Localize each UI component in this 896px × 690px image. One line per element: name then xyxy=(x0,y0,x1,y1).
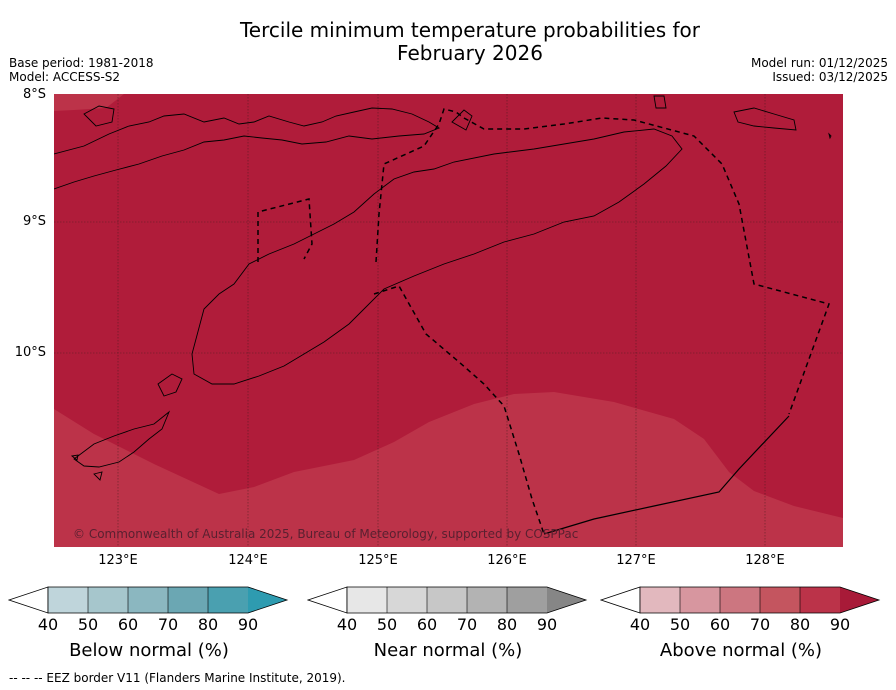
below-max-arrow xyxy=(248,587,287,613)
near-bin-80-90 xyxy=(507,587,547,613)
lat-label-8s: 8°S xyxy=(22,87,46,102)
near-min-arrow xyxy=(307,586,348,614)
below-tick: 50 xyxy=(77,615,99,634)
eez-timor-leste-north xyxy=(375,108,830,415)
chart-title: Tercile minimum temperature probabilitie… xyxy=(150,19,790,65)
near-tick: 60 xyxy=(416,615,438,634)
near-normal-label: Near normal (%) xyxy=(373,640,523,661)
lat-label-10s: 10°S xyxy=(14,345,46,360)
eez-oecusse xyxy=(257,198,313,262)
below-tick: 80 xyxy=(197,615,219,634)
above-tick: 80 xyxy=(789,615,811,634)
lon-label-125e: 125°E xyxy=(358,553,398,568)
wetar-island xyxy=(451,109,473,131)
below-bin-40-50 xyxy=(48,587,88,613)
colorbar-above xyxy=(600,586,881,614)
near-tick: 40 xyxy=(336,615,358,634)
meta-left: Base period: 1981-2018 Model: ACCESS-S2 xyxy=(9,56,154,84)
above-bin-40-50 xyxy=(640,587,680,613)
lon-label-123e: 123°E xyxy=(98,553,138,568)
below-tick: 40 xyxy=(37,615,59,634)
above-bin-80-90 xyxy=(800,587,840,613)
near-tick: 80 xyxy=(496,615,518,634)
near-bin-70-80 xyxy=(467,587,507,613)
timor-island xyxy=(191,128,683,385)
below-bin-70-80 xyxy=(168,587,208,613)
maritime-boundary-solid xyxy=(543,415,790,535)
above-tick: 60 xyxy=(709,615,731,634)
land-outlines xyxy=(54,95,832,481)
below-tick: 70 xyxy=(157,615,179,634)
probability-map xyxy=(54,94,843,547)
above-max-arrow xyxy=(840,587,879,613)
eez-timor-south xyxy=(373,285,545,535)
small-isle-1 xyxy=(93,471,103,481)
pantar-island xyxy=(83,105,115,127)
small-isle-2 xyxy=(70,454,79,461)
below-bin-60-70 xyxy=(128,587,168,613)
below-bin-80-90 xyxy=(208,587,248,613)
below-tick: 90 xyxy=(237,615,259,634)
above-normal-label: Above normal (%) xyxy=(659,640,823,661)
near-tick: 70 xyxy=(456,615,478,634)
kisar-island xyxy=(653,95,667,109)
above-bin-60-70 xyxy=(720,587,760,613)
above-tick: 90 xyxy=(829,615,851,634)
near-bin-50-60 xyxy=(387,587,427,613)
title-line-1: Tercile minimum temperature probabilitie… xyxy=(239,18,701,42)
lon-label-127e: 127°E xyxy=(616,553,656,568)
issued-date: Issued: 03/12/2025 xyxy=(772,70,888,84)
above-bin-70-80 xyxy=(760,587,800,613)
near-tick: 50 xyxy=(376,615,398,634)
below-normal-label: Below normal (%) xyxy=(69,640,229,661)
small-isle-3 xyxy=(828,132,832,140)
colorbar-near xyxy=(307,586,588,614)
below-bin-50-60 xyxy=(88,587,128,613)
leti-islands xyxy=(733,107,797,131)
eez-borders xyxy=(257,108,830,535)
flores-alor-chain xyxy=(54,107,441,190)
eez-footer-note: -- -- -- EEZ border V11 (Flanders Marine… xyxy=(9,671,346,685)
near-bin-40-50 xyxy=(347,587,387,613)
colorbar-below xyxy=(8,586,289,614)
below-min-arrow xyxy=(8,586,49,614)
copyright-notice: © Commonwealth of Australia 2025, Bureau… xyxy=(73,527,579,541)
near-tick: 90 xyxy=(536,615,558,634)
base-period: Base period: 1981-2018 xyxy=(9,56,154,70)
title-line-2: February 2026 xyxy=(397,41,543,65)
above-bin-50-60 xyxy=(680,587,720,613)
below-tick: 60 xyxy=(117,615,139,634)
model-run: Model run: 01/12/2025 xyxy=(750,56,888,70)
meta-right: Model run: 01/12/2025 Issued: 03/12/2025 xyxy=(751,56,888,84)
above-tick: 70 xyxy=(749,615,771,634)
model-name: Model: ACCESS-S2 xyxy=(9,70,121,84)
above-tick: 40 xyxy=(629,615,651,634)
lon-label-128e: 128°E xyxy=(745,553,785,568)
lon-label-124e: 124°E xyxy=(228,553,268,568)
rote-island xyxy=(73,410,171,468)
lon-label-126e: 126°E xyxy=(487,553,527,568)
above-min-arrow xyxy=(600,586,641,614)
near-max-arrow xyxy=(547,587,586,613)
semau-island xyxy=(157,373,183,397)
above-tick: 50 xyxy=(669,615,691,634)
lat-label-9s: 9°S xyxy=(22,214,46,229)
near-bin-60-70 xyxy=(427,587,467,613)
map-patch-top-left xyxy=(54,94,124,111)
